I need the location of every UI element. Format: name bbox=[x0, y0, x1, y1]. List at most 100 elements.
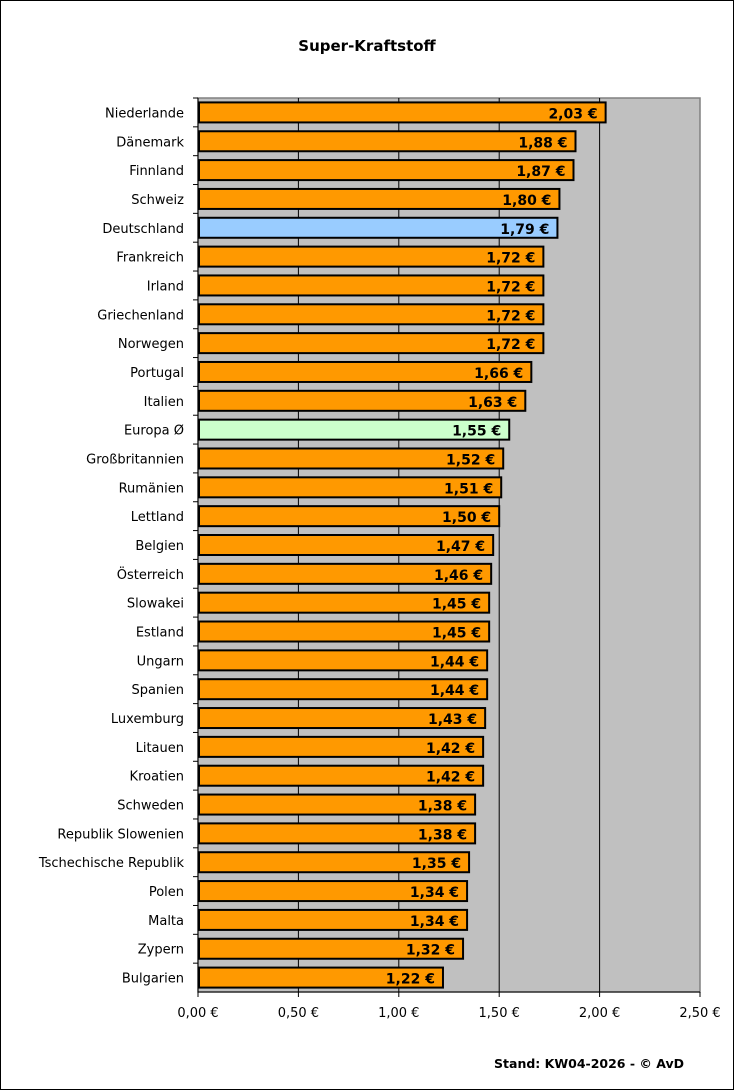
bar bbox=[198, 505, 501, 528]
data-label: 1,46 € bbox=[434, 568, 483, 584]
data-label: 1,42 € bbox=[426, 770, 475, 786]
x-tick-label: 2,00 € bbox=[579, 1006, 620, 1021]
bar bbox=[198, 534, 495, 556]
bar bbox=[198, 216, 559, 239]
bar bbox=[198, 707, 487, 730]
bar bbox=[198, 793, 477, 816]
x-tick-label: 1,50 € bbox=[479, 1006, 520, 1021]
bar bbox=[198, 851, 471, 874]
x-tick-label: 1,00 € bbox=[378, 1006, 419, 1021]
category-label: Ungarn bbox=[137, 654, 184, 669]
bar bbox=[198, 937, 465, 960]
category-label: Deutschland bbox=[102, 222, 184, 237]
data-label: 1,38 € bbox=[418, 827, 467, 843]
data-label: 1,63 € bbox=[468, 395, 517, 411]
data-label: 1,44 € bbox=[430, 654, 479, 670]
category-label: Dänemark bbox=[116, 135, 184, 150]
data-label: 1,43 € bbox=[428, 712, 477, 728]
data-label: 1,72 € bbox=[486, 279, 535, 295]
category-label: Italien bbox=[144, 395, 184, 410]
category-label: Polen bbox=[149, 885, 184, 900]
data-label: 1,34 € bbox=[410, 885, 459, 901]
data-label: 1,22 € bbox=[386, 972, 435, 988]
category-label: Österreich bbox=[117, 566, 184, 583]
data-label: 1,55 € bbox=[452, 424, 501, 440]
bar bbox=[198, 101, 607, 124]
data-label: 1,87 € bbox=[516, 164, 565, 180]
bar bbox=[198, 822, 477, 845]
data-label: 1,44 € bbox=[430, 683, 479, 699]
category-label: Niederlande bbox=[105, 106, 184, 121]
bar bbox=[198, 332, 545, 355]
category-label: Frankreich bbox=[116, 251, 184, 266]
category-label: Finnland bbox=[129, 164, 184, 179]
data-label: 1,52 € bbox=[446, 452, 495, 468]
bar bbox=[198, 187, 561, 210]
bar bbox=[198, 649, 489, 672]
category-label: Zypern bbox=[138, 943, 184, 958]
bar bbox=[198, 418, 511, 441]
bar bbox=[198, 130, 577, 153]
data-label: 1,34 € bbox=[410, 914, 459, 930]
bar bbox=[198, 735, 485, 758]
category-label: Kroatien bbox=[130, 770, 184, 785]
x-tick-label: 0,50 € bbox=[278, 1006, 319, 1021]
data-label: 1,45 € bbox=[432, 597, 481, 613]
data-label: 1,35 € bbox=[412, 856, 461, 872]
category-label: Großbritannien bbox=[86, 452, 184, 467]
bar bbox=[198, 908, 469, 931]
category-label: Portugal bbox=[130, 366, 184, 381]
bar bbox=[198, 159, 575, 182]
data-label: 1,72 € bbox=[486, 337, 535, 353]
data-label: 1,80 € bbox=[502, 193, 551, 209]
category-label: Schweden bbox=[117, 799, 184, 814]
data-label: 1,38 € bbox=[418, 799, 467, 815]
category-label: Republik Slowenien bbox=[57, 827, 184, 842]
category-label: Slowakei bbox=[127, 597, 184, 612]
data-label: 1,45 € bbox=[432, 626, 481, 642]
data-label: 1,32 € bbox=[406, 943, 455, 959]
data-label: 1,50 € bbox=[442, 510, 491, 526]
category-label: Bulgarien bbox=[122, 972, 184, 987]
x-tick-label: 2,50 € bbox=[679, 1006, 720, 1021]
category-label: Spanien bbox=[131, 683, 184, 698]
bar bbox=[198, 620, 491, 643]
data-label: 1,51 € bbox=[444, 481, 493, 497]
bar bbox=[198, 389, 527, 412]
category-label: Belgien bbox=[135, 539, 184, 554]
bar bbox=[198, 678, 489, 701]
bar bbox=[198, 562, 493, 585]
bar bbox=[198, 360, 533, 383]
category-label: Europa Ø bbox=[124, 424, 184, 439]
bar bbox=[198, 447, 505, 470]
data-label: 1,47 € bbox=[436, 539, 485, 555]
chart-footer: Stand: KW04-2026 - © AvD bbox=[494, 1056, 684, 1071]
data-label: 1,42 € bbox=[426, 741, 475, 757]
data-label: 1,79 € bbox=[500, 222, 549, 238]
category-label: Estland bbox=[136, 626, 184, 641]
category-label: Rumänien bbox=[119, 481, 184, 496]
bar bbox=[198, 303, 545, 326]
bar bbox=[198, 476, 503, 499]
data-label: 1,72 € bbox=[486, 308, 535, 324]
bar bbox=[198, 966, 444, 989]
data-label: 1,66 € bbox=[474, 366, 523, 382]
chart-title: Super-Kraftstoff bbox=[298, 37, 436, 55]
category-label: Norwegen bbox=[118, 337, 184, 352]
bar bbox=[198, 880, 469, 903]
bar bbox=[198, 245, 545, 268]
category-label: Griechenland bbox=[97, 308, 184, 323]
category-label: Schweiz bbox=[131, 193, 184, 208]
x-tick-label: 0,00 € bbox=[177, 1006, 218, 1021]
category-label: Tschechische Republik bbox=[38, 856, 185, 871]
category-label: Malta bbox=[148, 914, 184, 929]
bar bbox=[198, 764, 485, 787]
data-label: 2,03 € bbox=[548, 106, 597, 122]
category-label: Irland bbox=[147, 279, 184, 294]
data-label: 1,72 € bbox=[486, 251, 535, 267]
bar bbox=[198, 591, 491, 614]
data-label: 1,88 € bbox=[518, 135, 567, 151]
category-label: Luxemburg bbox=[111, 712, 184, 727]
category-label: Lettland bbox=[131, 510, 184, 525]
